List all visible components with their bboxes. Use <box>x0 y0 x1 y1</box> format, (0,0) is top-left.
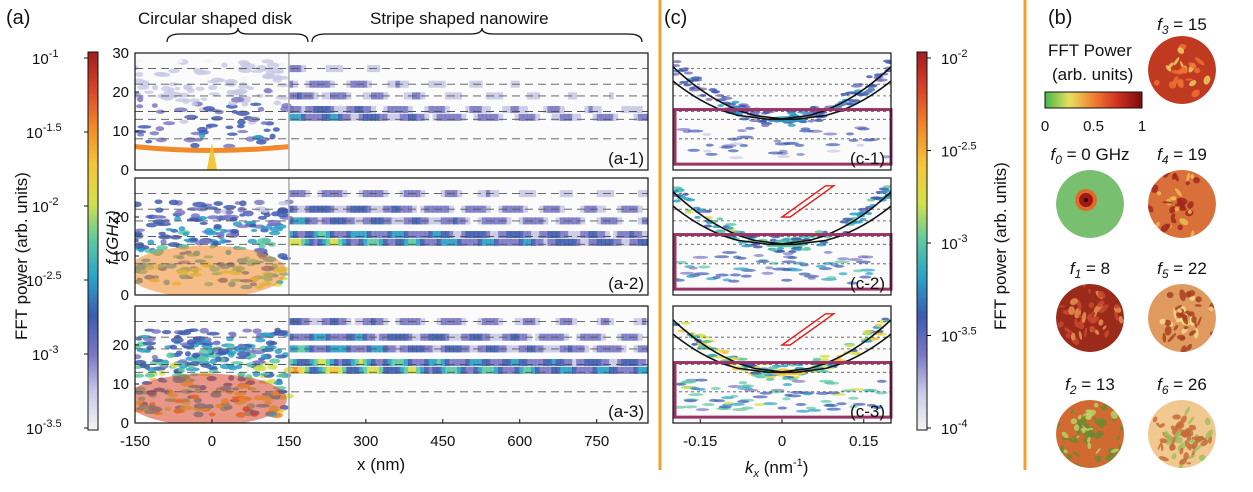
subpanel-label-a: (a-3) <box>608 402 644 421</box>
band-outline-right <box>779 318 891 374</box>
mode-disc <box>1148 170 1216 238</box>
subpanel-label-a: (a-2) <box>608 274 644 293</box>
cbar-tick-label: 10-1 <box>32 48 58 68</box>
a-ytick-label: 10 <box>112 376 129 393</box>
subpanel-label-c: (c-3) <box>850 402 885 421</box>
c-xlabel: kx (nm-1) <box>745 457 808 480</box>
mode-disc <box>1148 36 1216 104</box>
subpanel-label-c: (c-2) <box>850 274 885 293</box>
heatmap-a <box>135 178 648 295</box>
heatmap-c <box>673 306 891 423</box>
brace-disk <box>166 27 309 43</box>
heatmap-c <box>673 53 891 170</box>
cbar-tick-label: 10-4 <box>941 418 967 438</box>
colorbar-a-label: FFT power (arb. units) <box>12 172 31 340</box>
panel-frame-c <box>672 52 892 171</box>
annotation-wire: Stripe shaped nanowire <box>370 9 549 28</box>
band-outline-red <box>779 313 836 346</box>
a-xtick-label: 0 <box>208 433 216 450</box>
a-xtick-label: 600 <box>507 433 532 450</box>
colorbar-c-label: FFT power (arb. units) <box>991 162 1010 330</box>
cbar-tick-label: 10-3.5 <box>941 326 977 346</box>
mode-label: f6 = 26 <box>1157 375 1207 397</box>
cbar-tick-label: 10-3 <box>32 344 58 364</box>
heatmap-a <box>135 53 648 170</box>
mode-disc <box>1148 400 1216 468</box>
colorbar-b <box>1044 91 1143 109</box>
colorbar-a <box>87 51 99 431</box>
a-xtick-label: 750 <box>584 433 609 450</box>
band-outline-left <box>673 318 785 374</box>
a-ytick-label: 10 <box>112 248 129 265</box>
a-ytick-label: 0 <box>121 415 129 432</box>
brace-wire <box>311 27 643 43</box>
mode-disc <box>1148 284 1216 352</box>
a-xtick-label: 150 <box>276 433 301 450</box>
a-ylabel: f (GHz) <box>103 210 122 265</box>
a-xtick-label: -150 <box>120 433 150 450</box>
a-ytick-label: 20 <box>112 209 129 226</box>
cbar-tick-label: 10-1.5 <box>26 122 62 142</box>
mode-label: f1 = 8 <box>1070 259 1110 281</box>
mode-label: f3 = 15 <box>1157 15 1207 37</box>
a-xtick-label: 450 <box>430 433 455 450</box>
heatmap-c <box>673 178 891 295</box>
mode-disc <box>1056 170 1124 238</box>
a-xtick-label: 300 <box>353 433 378 450</box>
a-ytick-label: 0 <box>121 162 129 179</box>
mode-label: f2 = 13 <box>1065 375 1115 397</box>
cbar-tick-label: 10-2.5 <box>26 270 62 290</box>
a-ytick-label: 20 <box>112 337 129 354</box>
b-cbar-title1: FFT Power <box>1048 41 1132 60</box>
panel-frame <box>134 52 649 171</box>
a-ytick-label: 20 <box>112 84 129 101</box>
cbar-tick-label: 10-2.5 <box>941 141 977 161</box>
panel-letter-a: (a) <box>6 7 30 29</box>
subpanel-label-a: (a-1) <box>608 149 644 168</box>
mode-label: f5 = 22 <box>1157 259 1207 281</box>
band-outline-right <box>779 190 891 246</box>
band-outline-right <box>779 65 891 121</box>
b-cbar-tick: 0.5 <box>1083 118 1104 135</box>
mode-label: f4 = 19 <box>1157 145 1207 167</box>
a-ytick-label: 10 <box>112 123 129 140</box>
heatmap-a <box>135 306 648 423</box>
cbar-tick-label: 10-2 <box>32 196 58 216</box>
a-ytick-label: 30 <box>112 45 129 62</box>
panel-frame-c <box>672 177 892 296</box>
mode-label: f0 = 0 GHz <box>1051 145 1130 167</box>
b-cbar-title2: (arb. units) <box>1052 65 1133 84</box>
cbar-tick-label: 10-3.5 <box>26 418 62 438</box>
b-cbar-tick: 1 <box>1138 118 1146 135</box>
colorbar-c <box>916 51 928 431</box>
mode-disc <box>1056 284 1124 352</box>
a-xlabel: x (nm) <box>357 455 405 474</box>
a-ytick-label: 0 <box>121 287 129 304</box>
c-xtick-label: 0.15 <box>849 433 878 450</box>
cbar-tick-label: 10-2 <box>941 48 967 68</box>
band-outline-left <box>673 190 785 246</box>
band-outline-red <box>779 185 836 218</box>
panel-frame <box>134 177 649 296</box>
subpanel-label-c: (c-1) <box>850 149 885 168</box>
panel-frame <box>134 305 649 424</box>
panel-letter-b: (b) <box>1048 7 1072 29</box>
band-outline-left <box>673 65 785 121</box>
panel-letter-c: (c) <box>664 7 687 29</box>
c-xtick-label: 0 <box>778 433 786 450</box>
mode-disc <box>1056 400 1124 468</box>
c-xtick-label: -0.15 <box>683 433 717 450</box>
b-cbar-tick: 0 <box>1041 118 1049 135</box>
cbar-tick-label: 10-3 <box>941 233 967 253</box>
annotation-disk: Circular shaped disk <box>138 9 293 28</box>
